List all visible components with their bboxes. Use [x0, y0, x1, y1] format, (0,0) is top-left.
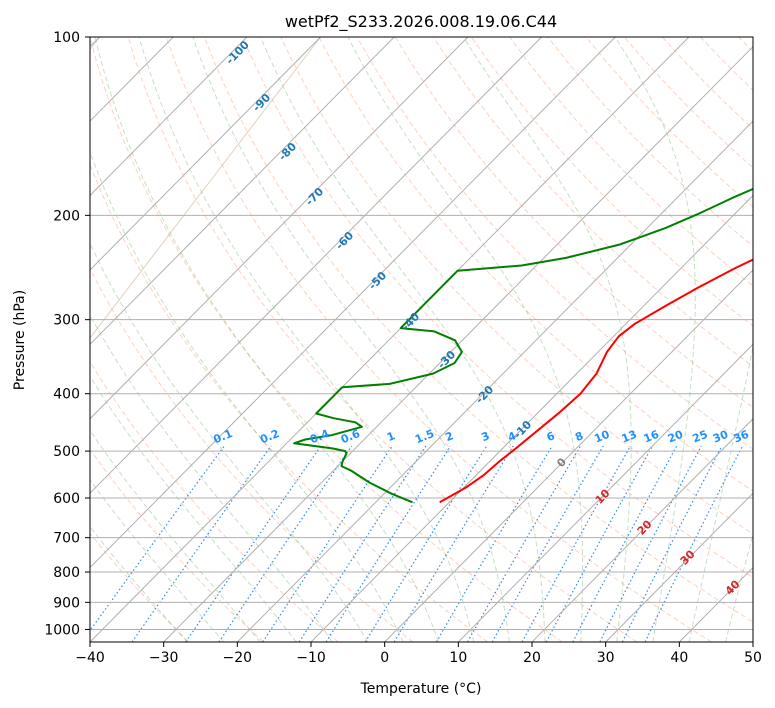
moist-adiabat: [90, 429, 261, 642]
dry-adiabat: [90, 267, 414, 642]
isotherm-line: [90, 37, 542, 494]
y-tick-label: 200: [53, 208, 80, 224]
dry-adiabat: [356, 37, 753, 450]
isotherm-line: [310, 194, 753, 642]
isotherm-line: [90, 37, 321, 271]
mixing-ratio-line: [491, 445, 604, 642]
x-axis-label: Temperature (°C): [360, 681, 482, 697]
mixing-ratio-line: [644, 445, 744, 642]
x-tick-label: 0: [380, 650, 389, 666]
x-tick-label: 30: [597, 650, 615, 666]
dry-adiabat: [432, 37, 753, 368]
moist-adiabat: [725, 532, 753, 642]
y-tick-label: 300: [53, 313, 80, 329]
isotherm-line: [752, 641, 753, 642]
isotherm-line: [90, 37, 690, 642]
mixing-ratio-label: 2: [443, 429, 455, 444]
dry-adiabat: [165, 37, 712, 642]
temperature-profile-line: [439, 258, 753, 504]
mixing-ratio-line: [185, 445, 322, 642]
moist-adiabat: [94, 37, 439, 642]
mixing-ratio-line: [599, 445, 702, 642]
dry-adiabat: [471, 37, 753, 327]
mixing-ratio-line: [298, 445, 427, 642]
isotherm-line: [90, 37, 469, 420]
x-tick-label: −20: [223, 650, 253, 666]
mixing-ratio-label: 25: [691, 428, 710, 446]
isotherm-line: [90, 37, 616, 569]
grid-lines: [90, 37, 753, 642]
isotherm-line: [384, 269, 753, 642]
moist-adiabat: [90, 375, 297, 642]
y-tick-label: 400: [53, 387, 80, 403]
y-axis-label: Pressure (hPa): [12, 290, 28, 390]
mixing-ratio-label: 20: [666, 428, 685, 446]
moist-adiabat: [90, 314, 333, 642]
mixing-ratio-line: [262, 445, 393, 642]
mixing-ratio-label: 36: [732, 428, 751, 446]
y-tick-label: 500: [53, 444, 80, 460]
isotherm-line: [163, 45, 753, 642]
mixing-ratio-line: [521, 445, 632, 642]
moist-adiabat: [90, 242, 369, 642]
chart-title: wetPf2_S233.2026.008.19.06.C44: [285, 12, 557, 32]
dry-adiabat: [90, 448, 264, 642]
dry-adiabat: [318, 37, 753, 492]
mixing-ratio-line: [131, 445, 272, 642]
isotherm-line: [90, 37, 248, 197]
isotherm-line: [457, 343, 753, 642]
mixing-ratio-line: [393, 445, 514, 642]
plot-frame: [89, 36, 754, 643]
x-tick-label: −30: [149, 650, 179, 666]
x-tick-label: 40: [670, 650, 688, 666]
mixing-ratio-line: [325, 445, 452, 642]
dry-adiabat: [90, 532, 190, 642]
y-tick-label: 700: [53, 531, 80, 547]
isotherm-line: [90, 37, 395, 346]
plot-background: [90, 37, 753, 642]
moist-adiabat: [688, 344, 753, 642]
background-lines: [90, 37, 753, 642]
x-tick-label: 20: [523, 650, 541, 666]
mixing-ratio-label: 3: [480, 429, 492, 444]
mixing-ratio-line: [435, 445, 553, 642]
x-tick-label: 50: [744, 650, 762, 666]
x-tick-label: −10: [296, 650, 326, 666]
moist-adiabat: [347, 37, 584, 642]
mixing-ratio-label: 8: [573, 429, 585, 444]
mixing-ratio-label: 10: [592, 428, 611, 446]
isotherm-line: [531, 418, 753, 642]
dry-adiabat: [127, 37, 638, 642]
mixing-ratio-label: 16: [642, 428, 661, 446]
mixing-ratio-label: 30: [711, 428, 730, 446]
profile-lines: [293, 187, 753, 504]
isotherm-line: [236, 120, 753, 642]
mixing-ratio-line: [364, 445, 488, 642]
moist-adiabat: [260, 37, 546, 642]
reference-curve: [90, 37, 321, 339]
moist-adiabat: [614, 37, 696, 642]
mixing-ratio-label: 13: [620, 428, 639, 446]
dewpoint-profile-line: [293, 187, 753, 504]
mixing-ratio-line: [218, 445, 353, 642]
moist-adiabat: [90, 479, 225, 642]
dry-adiabat: [203, 37, 753, 623]
y-tick-label: 1000: [44, 622, 80, 638]
y-tick-label: 900: [53, 595, 80, 611]
mixing-ratio-line: [621, 445, 723, 642]
moist-adiabat: [138, 37, 475, 642]
moist-adiabat: [90, 150, 404, 642]
y-tick-label: 800: [53, 565, 80, 581]
dry-adiabat: [90, 163, 488, 642]
x-tick-label: 10: [449, 650, 467, 666]
isotherm-line: [605, 492, 753, 642]
x-tick-label: −40: [75, 650, 105, 666]
mixing-ratio-label: 1: [385, 429, 397, 444]
y-tick-label: 600: [53, 491, 80, 507]
axes: −40 −30 −20 −10 0 10 20 30 40 50 100 200 300 400 500 60…: [44, 30, 762, 666]
y-tick-label: 100: [53, 30, 80, 46]
